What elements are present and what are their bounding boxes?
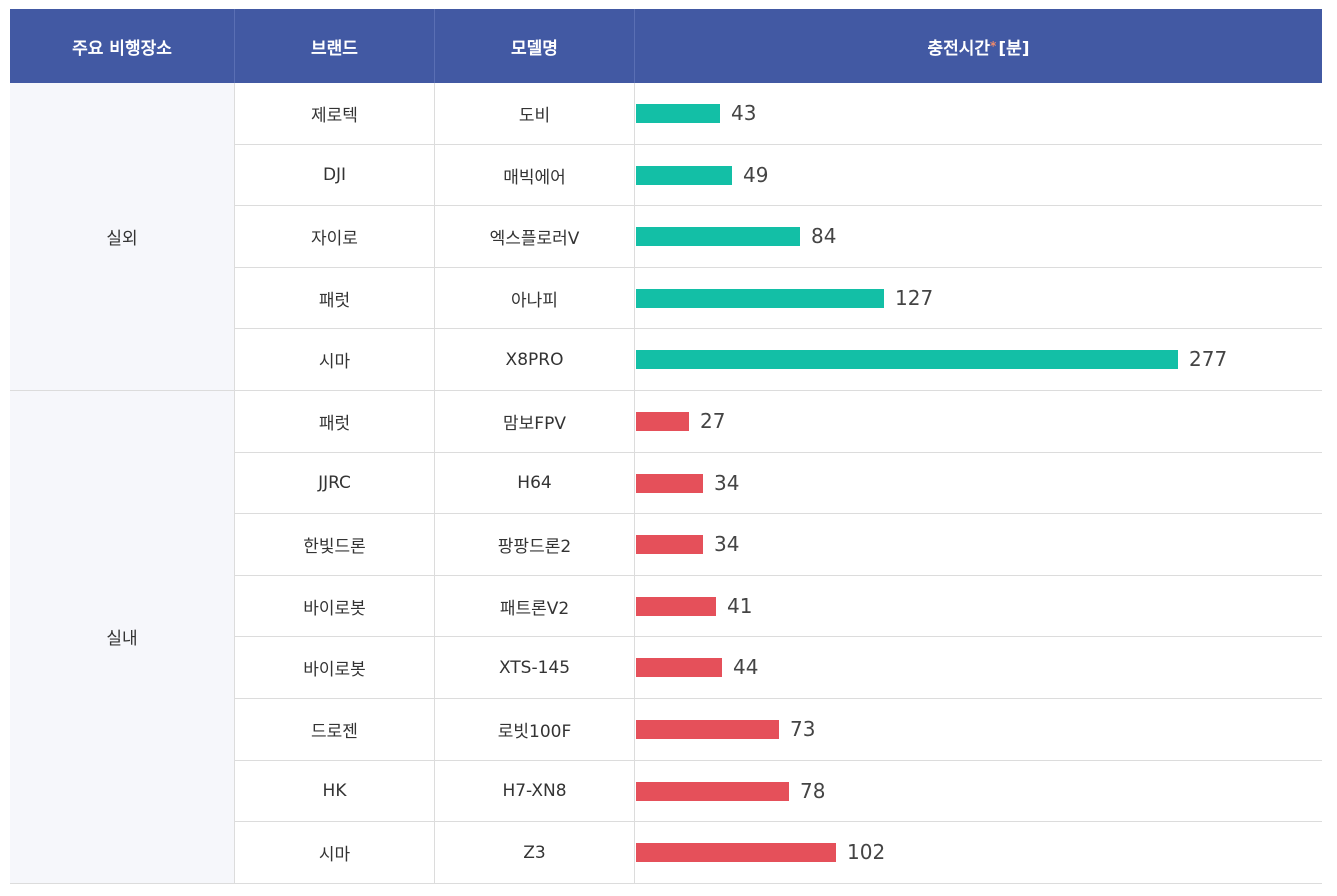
- bar-cell: 34: [635, 453, 1322, 514]
- bar-cell: 78: [635, 761, 1322, 822]
- charge-time-value: 78: [800, 778, 826, 803]
- table-row: 패럿 맘보FPV 27: [235, 391, 1322, 453]
- bar-cell: 49: [635, 145, 1322, 206]
- charge-time-bar: [636, 104, 720, 123]
- brand-cell: HK: [235, 760, 435, 822]
- table-row: 시마 Z3 102: [235, 822, 1322, 884]
- brand-cell: 바이로봇: [235, 637, 435, 699]
- table-row: 자이로 엑스플로러V 84: [235, 206, 1322, 268]
- brand-cell: 패럿: [235, 267, 435, 329]
- charge-time-value: 41: [727, 593, 753, 618]
- bar-cell: 44: [635, 637, 1322, 698]
- model-cell: 도비: [435, 83, 635, 144]
- model-cell: H64: [435, 452, 635, 514]
- table-row: 바이로봇 패트론V2 41: [235, 575, 1322, 638]
- bar-cell: 84: [635, 206, 1322, 267]
- brand-cell: 제로텍: [235, 83, 435, 144]
- model-cell: Z3: [435, 822, 635, 884]
- bar-cell: 43: [635, 83, 1322, 144]
- bar-cell: 102: [635, 822, 1322, 883]
- brand-cell: 패럿: [235, 391, 435, 452]
- table-row: 패럿 아나피 127: [235, 267, 1322, 330]
- charge-time-bar: [636, 227, 800, 247]
- charge-time-value: 43: [731, 101, 757, 125]
- model-cell: H7-XN8: [435, 760, 635, 822]
- place-cell: 실내: [10, 391, 235, 884]
- charge-time-bar: [636, 165, 732, 185]
- charge-time-value: 49: [743, 162, 769, 187]
- model-cell: 매빅에어: [435, 144, 635, 206]
- charge-time-value: 127: [895, 285, 934, 310]
- header-charge-unit: [분]: [998, 38, 1030, 59]
- header-charge-label: 충전시간: [927, 38, 991, 59]
- charge-time-value: 277: [1189, 347, 1228, 372]
- table-row: 드로젠 로빗100F 73: [235, 699, 1322, 761]
- brand-cell: 드로젠: [235, 699, 435, 760]
- table-row: 제로텍 도비 43: [235, 83, 1322, 145]
- table-header: 주요 비행장소 브랜드 모델명 충전시간 * [분]: [10, 9, 1322, 83]
- table-row: 바이로봇 XTS-145 44: [235, 637, 1322, 699]
- bar-cell: 73: [635, 699, 1322, 760]
- charge-time-bar: [636, 288, 884, 308]
- charge-time-value: 27: [700, 409, 726, 433]
- brand-cell: DJI: [235, 144, 435, 206]
- charge-time-value: 44: [733, 655, 759, 680]
- table-row: HK H7-XN8 78: [235, 760, 1322, 823]
- brand-cell: 한빛드론: [235, 514, 435, 576]
- bar-cell: 27: [635, 391, 1322, 452]
- charge-time-bar: [636, 473, 703, 493]
- charge-time-bar: [636, 720, 779, 739]
- charge-time-bar: [636, 843, 836, 863]
- charge-time-bar: [636, 350, 1178, 370]
- table-row: DJI 매빅에어 49: [235, 144, 1322, 207]
- model-cell: 아나피: [435, 267, 635, 329]
- brand-cell: 시마: [235, 329, 435, 391]
- charge-time-value: 102: [847, 840, 886, 865]
- bar-cell: 277: [635, 329, 1322, 390]
- charge-time-bar: [636, 535, 703, 555]
- charge-time-value: 34: [714, 470, 740, 495]
- table-row: 한빛드론 팡팡드론2 34: [235, 514, 1322, 576]
- model-cell: X8PRO: [435, 329, 635, 391]
- charge-time-bar: [636, 658, 722, 678]
- charge-time-value: 84: [811, 224, 837, 249]
- model-cell: 엑스플로러V: [435, 206, 635, 268]
- charge-time-bar: [636, 596, 716, 616]
- header-model: 모델명: [435, 9, 635, 83]
- charge-time-bar: [636, 412, 689, 431]
- header-charge-star: *: [990, 39, 997, 53]
- model-cell: XTS-145: [435, 637, 635, 699]
- charge-time-bar: [636, 781, 789, 801]
- header-charge-time: 충전시간 * [분]: [635, 9, 1322, 83]
- header-place: 주요 비행장소: [10, 9, 235, 83]
- bar-cell: 127: [635, 268, 1322, 329]
- brand-cell: JJRC: [235, 452, 435, 514]
- brand-cell: 시마: [235, 822, 435, 884]
- header-brand: 브랜드: [235, 9, 435, 83]
- model-cell: 팡팡드론2: [435, 514, 635, 576]
- brand-cell: 자이로: [235, 206, 435, 268]
- charge-time-value: 73: [790, 717, 816, 741]
- model-cell: 패트론V2: [435, 575, 635, 637]
- brand-cell: 바이로봇: [235, 575, 435, 637]
- model-cell: 맘보FPV: [435, 391, 635, 452]
- place-cell: 실외: [10, 83, 235, 391]
- table-row: 시마 X8PRO 277: [235, 329, 1322, 391]
- bar-cell: 34: [635, 514, 1322, 575]
- table-row: JJRC H64 34: [235, 452, 1322, 515]
- bar-cell: 41: [635, 576, 1322, 637]
- model-cell: 로빗100F: [435, 699, 635, 760]
- charge-time-value: 34: [714, 532, 740, 557]
